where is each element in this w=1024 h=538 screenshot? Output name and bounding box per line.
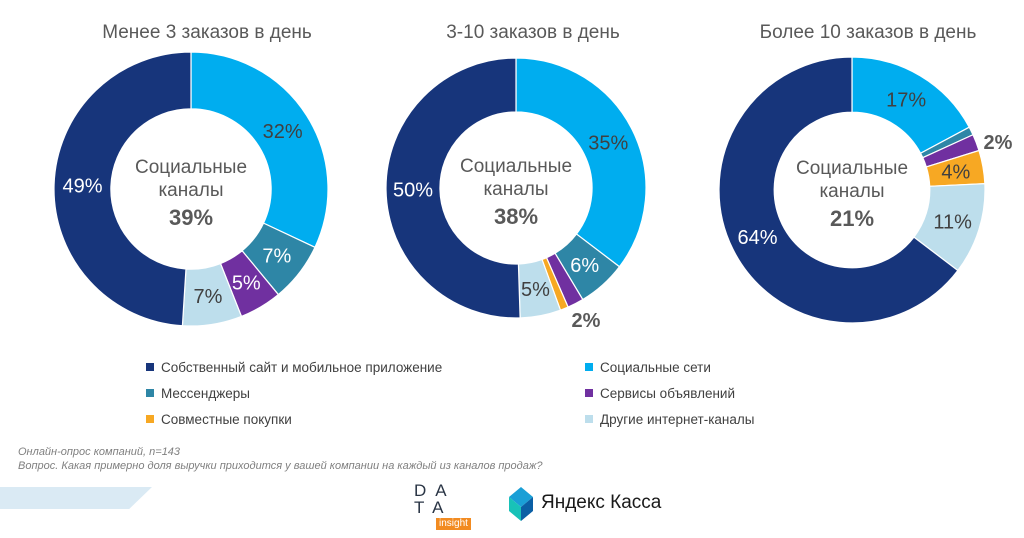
center-label-line1: Социальные [135, 157, 247, 178]
yandex-kassa-mark-icon [509, 487, 533, 521]
decorative-band [0, 487, 152, 509]
data-insight-logo-row2: TA [414, 498, 453, 517]
legend-item-other: Другие интернет-каналы [585, 412, 754, 427]
legend-label: Сервисы объявлений [600, 386, 736, 401]
chart-title-less-3: Менее 3 заказов в день [102, 22, 312, 43]
legend-item-joint-purchases: Совместные покупки [146, 412, 292, 427]
legend-label: Совместные покупки [161, 412, 292, 427]
center-label-line2: каналы [158, 180, 223, 201]
slice-label-3-другие-интернет-каналы: 11% [933, 211, 972, 233]
footnote-sample: Онлайн-опрос компаний, n=143 [18, 446, 181, 458]
slice-label-3-совместные-покупки: 4% [941, 162, 970, 184]
center-value: 38% [494, 204, 538, 229]
data-insight-logo-row1: DA [414, 481, 456, 500]
legend-swatch [585, 363, 593, 371]
legend-swatch [585, 389, 593, 397]
donut-slice-3-собственный-сайт-и-мобильное-приложение [718, 56, 959, 324]
center-value: 21% [830, 206, 874, 231]
legend-item-classifieds: Сервисы объявлений [585, 386, 735, 401]
slice-label-3-социальные-сети: 17% [886, 90, 926, 112]
donut-slice-1-социальные-сети [190, 51, 329, 249]
legend-label: Другие интернет-каналы [600, 412, 755, 427]
donut-slice-2-собственный-сайт-и-мобильное-приложение [385, 57, 521, 319]
donut-slice-2-социальные-сети [515, 57, 647, 268]
slice-label-1-другие-интернет-каналы: 7% [194, 286, 223, 308]
chart-title-more-10: Более 10 заказов в день [759, 22, 977, 43]
center-label-line2: каналы [483, 179, 548, 200]
center-label-line1: Социальные [796, 158, 908, 179]
legend-label: Собственный сайт и мобильное приложение [161, 360, 443, 375]
slice-label-2-другие-интернет-каналы: 5% [521, 279, 550, 301]
legend-item-own-site: Собственный сайт и мобильное приложение [146, 360, 442, 375]
legend: Собственный сайт и мобильное приложение … [0, 360, 1024, 440]
legend-swatch [146, 363, 154, 371]
slice-label-1-социальные-сети: 32% [263, 121, 303, 143]
slice-label-1-мессенджеры: 7% [262, 246, 291, 268]
slice-label-3-сервисы-объявлений: 2% [984, 132, 1013, 154]
slice-label-2-мессенджеры: 6% [570, 255, 599, 277]
legend-item-social: Социальные сети [585, 360, 711, 375]
donut-slice-1-собственный-сайт-и-мобильное-приложение [53, 51, 192, 327]
center-label-line2: каналы [819, 181, 884, 202]
slice-label-2-собственный-сайт-и-мобильное-приложение: 50% [393, 180, 433, 202]
center-label-line1: Социальные [460, 156, 572, 177]
chart-title-3-10: 3-10 заказов в день [446, 22, 620, 43]
slice-label-1-собственный-сайт-и-мобильное-приложение: 49% [62, 176, 102, 198]
data-insight-logo-sub: insight [436, 518, 471, 530]
slice-label-2-социальные-сети: 35% [588, 132, 628, 154]
slice-label-3-собственный-сайт-и-мобильное-приложение: 64% [738, 227, 778, 249]
footnote-question: Вопрос. Какая примерно доля выручки прих… [18, 460, 543, 472]
legend-label: Мессенджеры [161, 386, 250, 401]
donut-charts: 32%7%5%7%49%Социальныеканалы39%35%6%2%5%… [53, 51, 1013, 332]
legend-item-messengers: Мессенджеры [146, 386, 250, 401]
yandex-kassa-text: Яндекс Касса [541, 492, 662, 513]
legend-label: Социальные сети [600, 360, 711, 375]
slice-label-2-сервисы-объявлений: 2% [572, 310, 601, 332]
center-value: 39% [169, 205, 213, 230]
slice-label-1-сервисы-объявлений: 5% [232, 272, 261, 294]
legend-swatch [146, 415, 154, 423]
yandex-kassa-logo: Яндекс Касса [505, 485, 661, 525]
legend-swatch [146, 389, 154, 397]
legend-swatch [585, 415, 593, 423]
data-insight-logo: DA TA insight [414, 482, 480, 530]
